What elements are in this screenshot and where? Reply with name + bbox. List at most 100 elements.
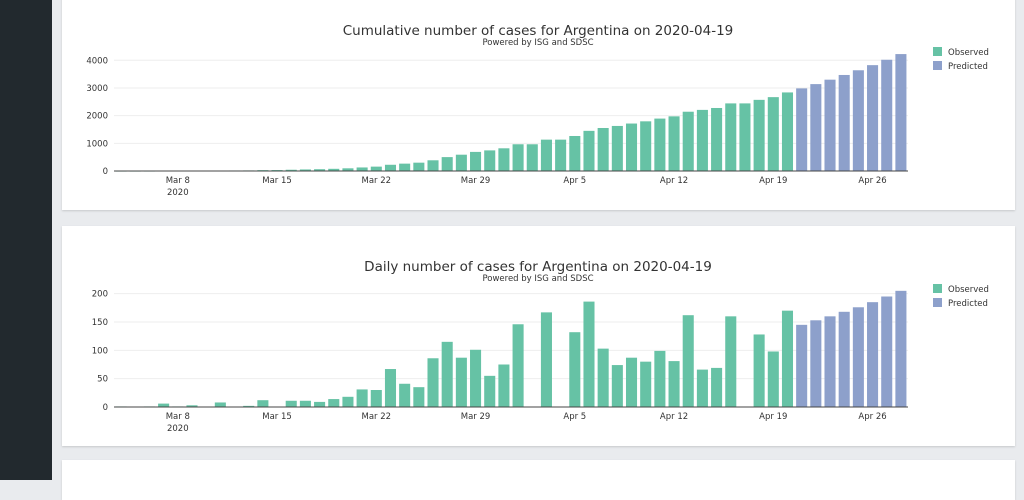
bar-predicted-53[interactable] — [867, 65, 879, 171]
bar-observed-21[interactable] — [413, 387, 425, 407]
bar-observed-34[interactable] — [597, 127, 609, 171]
bar-predicted-52[interactable] — [852, 307, 864, 407]
bar-observed-12[interactable] — [285, 169, 297, 171]
bar-observed-35[interactable] — [611, 365, 623, 407]
bar-observed-45[interactable] — [753, 334, 765, 407]
bar-predicted-54[interactable] — [881, 296, 893, 408]
bar-predicted-49[interactable] — [810, 320, 822, 407]
bar-observed-10[interactable] — [257, 400, 269, 407]
bar-predicted-48[interactable] — [796, 324, 808, 407]
bar-predicted-55[interactable] — [895, 54, 907, 172]
bar-observed-45[interactable] — [753, 99, 765, 171]
bar-observed-29[interactable] — [526, 144, 538, 171]
bar-observed-7[interactable] — [214, 402, 226, 407]
bar-predicted-52[interactable] — [852, 70, 864, 171]
bar-predicted-51[interactable] — [838, 311, 850, 407]
bar-observed-24[interactable] — [455, 154, 467, 171]
bar-observed-27[interactable] — [498, 364, 510, 408]
legend-predicted-swatch[interactable] — [933, 61, 942, 70]
legend-observed-label[interactable]: Observed — [948, 48, 989, 58]
bar-observed-35[interactable] — [611, 125, 623, 171]
bar-observed-14[interactable] — [314, 169, 326, 171]
bar-observed-28[interactable] — [512, 144, 524, 171]
legend-predicted-swatch[interactable] — [933, 298, 942, 307]
bar-predicted-50[interactable] — [824, 79, 836, 171]
bar-observed-22[interactable] — [427, 160, 439, 171]
bar-observed-23[interactable] — [441, 157, 453, 171]
bar-observed-41[interactable] — [696, 369, 708, 407]
bar-observed-43[interactable] — [725, 316, 737, 407]
bar-observed-3[interactable] — [158, 403, 170, 407]
legend[interactable]: Observed Predicted — [933, 284, 989, 309]
bar-observed-18[interactable] — [370, 166, 382, 171]
bar-observed-40[interactable] — [682, 315, 694, 407]
bar-observed-19[interactable] — [384, 369, 397, 407]
bar-observed-43[interactable] — [725, 103, 737, 171]
bar-observed-26[interactable] — [484, 150, 496, 171]
bar-observed-38[interactable] — [654, 350, 666, 407]
bar-observed-22[interactable] — [427, 358, 439, 407]
bar-observed-46[interactable] — [767, 351, 779, 407]
legend-observed-label[interactable]: Observed — [948, 285, 989, 295]
bar-observed-36[interactable] — [625, 357, 638, 407]
bar-observed-37[interactable] — [640, 361, 652, 407]
bar-observed-18[interactable] — [370, 390, 382, 407]
bar-observed-16[interactable] — [342, 168, 354, 171]
bar-observed-47[interactable] — [781, 310, 794, 407]
bar-observed-40[interactable] — [682, 111, 694, 171]
legend-observed-swatch[interactable] — [933, 284, 942, 293]
bar-observed-34[interactable] — [597, 348, 609, 407]
bar-observed-38[interactable] — [654, 118, 666, 171]
bar-predicted-53[interactable] — [867, 302, 879, 407]
bar-predicted-51[interactable] — [838, 74, 850, 171]
bar-observed-30[interactable] — [540, 312, 552, 407]
bar-observed-47[interactable] — [781, 92, 794, 171]
bar-observed-32[interactable] — [569, 135, 581, 171]
bar-observed-46[interactable] — [767, 97, 779, 171]
bar-observed-25[interactable] — [470, 151, 482, 171]
bar-predicted-54[interactable] — [881, 59, 893, 171]
bar-predicted-55[interactable] — [895, 290, 907, 407]
bar-predicted-49[interactable] — [810, 84, 822, 171]
legend-predicted-label[interactable]: Predicted — [948, 299, 988, 309]
bar-observed-19[interactable] — [384, 164, 397, 171]
bar-observed-39[interactable] — [668, 361, 680, 407]
bar-observed-26[interactable] — [484, 375, 496, 407]
bar-observed-39[interactable] — [668, 116, 680, 171]
bar-predicted-50[interactable] — [824, 316, 836, 407]
bar-observed-20[interactable] — [399, 383, 411, 407]
bar-observed-12[interactable] — [285, 400, 297, 407]
bar-observed-28[interactable] — [512, 324, 524, 407]
bar-observed-24[interactable] — [455, 357, 467, 407]
bar-observed-17[interactable] — [356, 389, 368, 407]
legend[interactable]: Observed Predicted — [933, 47, 989, 72]
bar-observed-17[interactable] — [356, 167, 368, 171]
bar-observed-21[interactable] — [413, 162, 425, 171]
bar-observed-32[interactable] — [569, 332, 581, 407]
bar-observed-15[interactable] — [328, 399, 340, 407]
bar-observed-37[interactable] — [640, 121, 652, 171]
bar-observed-5[interactable] — [186, 405, 198, 407]
bar-observed-33[interactable] — [583, 301, 595, 407]
bar-observed-13[interactable] — [299, 400, 311, 407]
bar-observed-27[interactable] — [498, 148, 510, 171]
bar-observed-36[interactable] — [625, 123, 638, 171]
bar-observed-14[interactable] — [314, 401, 326, 407]
bar-observed-31[interactable] — [555, 139, 567, 171]
legend-observed-swatch[interactable] — [933, 47, 942, 56]
bar-observed-30[interactable] — [540, 139, 552, 171]
bar-observed-25[interactable] — [470, 349, 482, 407]
bar-observed-13[interactable] — [299, 169, 311, 171]
bar-observed-20[interactable] — [399, 163, 411, 171]
bar-observed-33[interactable] — [583, 130, 595, 171]
bar-observed-42[interactable] — [711, 107, 723, 171]
legend-predicted-label[interactable]: Predicted — [948, 62, 988, 72]
bar-observed-23[interactable] — [441, 341, 453, 407]
bar-observed-9[interactable] — [243, 405, 255, 407]
bar-predicted-48[interactable] — [796, 88, 808, 171]
bar-observed-42[interactable] — [711, 367, 723, 407]
bar-observed-15[interactable] — [328, 168, 340, 171]
bar-observed-16[interactable] — [342, 396, 354, 407]
bar-observed-44[interactable] — [739, 103, 751, 171]
bar-observed-41[interactable] — [696, 109, 708, 171]
